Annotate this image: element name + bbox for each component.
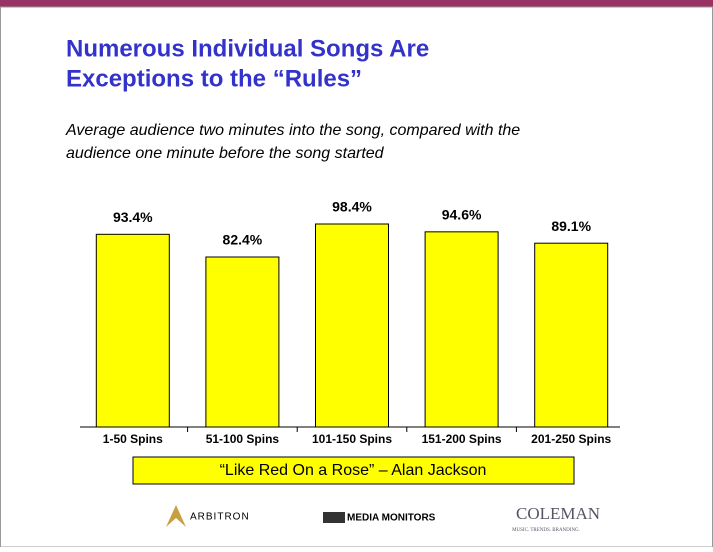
bar [205, 256, 280, 428]
x-tick-label: 101-150 Spins [312, 432, 392, 446]
logo: ARBITRON [190, 512, 250, 523]
title-line: Numerous Individual Songs Are [66, 35, 429, 62]
top-band [0, 0, 713, 7]
value-label: 89.1% [551, 218, 591, 234]
bar [315, 223, 389, 428]
logo: COLEMAN [516, 504, 600, 523]
legend-label: “Like Red On a Rose” – Alan Jackson [220, 462, 487, 479]
value-label: 93.4% [113, 209, 153, 225]
subtitle-line: audience one minute before the song star… [66, 145, 385, 162]
value-label: 94.6% [442, 207, 482, 223]
x-tick-label: 151-200 Spins [422, 432, 502, 446]
mm-icon [323, 512, 345, 523]
x-tick-label: 51-100 Spins [206, 432, 280, 446]
legend-box [132, 456, 575, 485]
logo-tagline: MUSIC. TRENDS. BRANDING. [512, 528, 580, 533]
bar [534, 242, 609, 428]
arbitron-icon [166, 505, 186, 527]
subtitle-line: Average audience two minutes into the so… [65, 122, 520, 139]
x-tick-label: 1-50 Spins [103, 432, 163, 446]
title-line: Exceptions to the “Rules” [66, 65, 362, 92]
bar [95, 233, 170, 428]
bar [424, 231, 499, 428]
value-label: 82.4% [223, 232, 263, 248]
value-label: 98.4% [332, 199, 372, 215]
logo: MEDIA MONITORS [347, 513, 436, 524]
x-tick-label: 201-250 Spins [531, 432, 611, 446]
